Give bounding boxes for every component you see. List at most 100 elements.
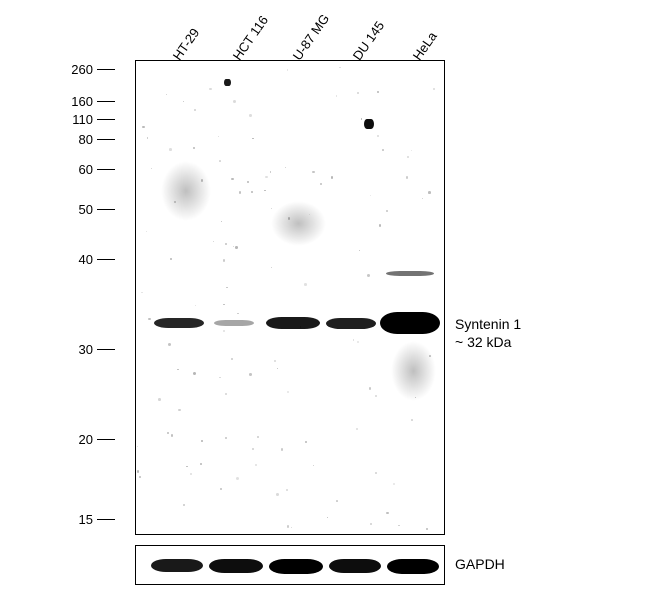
noise-dot (139, 476, 141, 478)
noise-dot (356, 428, 358, 430)
noise-dot (320, 183, 322, 185)
noise-dot (225, 437, 227, 439)
noise-dot (249, 373, 252, 376)
target-band (154, 318, 204, 328)
noise-dot (166, 94, 168, 96)
noise-dot (331, 176, 334, 179)
mw-label: 110 (72, 112, 115, 127)
noise-dot (265, 176, 267, 178)
noise-dot (233, 246, 234, 247)
noise-dot (231, 178, 234, 181)
noise-dot (407, 156, 409, 158)
noise-dot (168, 343, 171, 346)
lane-label: DU 145 (350, 18, 388, 63)
noise-dot (148, 318, 150, 320)
mw-tick (97, 101, 115, 102)
noise-dot (235, 246, 238, 249)
western-blot-figure: HT-29 HCT 116 U-87 MG DU 145 HeLa 260 16… (0, 0, 650, 615)
noise-dot (291, 527, 292, 528)
mw-tick (97, 439, 115, 440)
lane-label: HeLa (410, 29, 440, 63)
noise-dot (183, 504, 185, 506)
mw-label: 60 (79, 162, 115, 177)
noise-dot (167, 432, 169, 434)
noise-dot (398, 525, 399, 526)
mw-value: 40 (79, 252, 93, 267)
noise-dot (285, 167, 287, 169)
noise-dot (430, 325, 433, 328)
gapdh-band (387, 559, 439, 574)
noise-dot (357, 341, 359, 343)
gapdh-band (329, 559, 381, 573)
noise-dot (312, 171, 314, 173)
noise-dot (367, 274, 370, 277)
mw-value: 80 (79, 132, 93, 147)
noise-dot (169, 148, 172, 151)
noise-dot (304, 283, 307, 286)
noise-dot (213, 241, 214, 242)
noise-dot (223, 259, 226, 262)
noise-dot (183, 101, 184, 102)
lane-label: HCT 116 (230, 13, 271, 63)
noise-dot (223, 304, 225, 306)
noise-dot (429, 355, 431, 357)
gapdh-annotation: GAPDH (455, 555, 505, 573)
noise-dot (142, 126, 145, 129)
noise-dot (369, 387, 372, 390)
noise-dot (377, 135, 379, 137)
noise-dot (382, 149, 384, 151)
target-name: Syntenin 1 (455, 315, 521, 333)
mw-label: 30 (79, 342, 115, 357)
noise-dot (218, 136, 219, 137)
noise-dot (141, 292, 142, 293)
noise-dot (147, 137, 148, 138)
noise-dot (379, 224, 382, 227)
noise-dot (353, 339, 355, 341)
main-blot-panel (135, 60, 445, 535)
mw-value: 15 (79, 512, 93, 527)
noise-dot (271, 208, 272, 209)
noise-dot (236, 477, 239, 480)
mw-value: 30 (79, 342, 93, 357)
mw-label: 40 (79, 252, 115, 267)
noise-dot (336, 500, 338, 502)
noise-dot (221, 221, 222, 222)
mw-label: 160 (71, 94, 115, 109)
noise-dot (252, 448, 254, 450)
gapdh-band (269, 559, 323, 574)
noise-dot (201, 440, 203, 442)
noise-dot (186, 466, 188, 468)
mw-tick (97, 139, 115, 140)
noise-dot (361, 118, 363, 120)
noise-dot (415, 397, 416, 398)
noise-dot (220, 488, 222, 490)
noise-dot (257, 436, 259, 438)
noise-dot (270, 171, 271, 172)
noise-dot (287, 525, 290, 528)
noise-dot (252, 138, 253, 139)
blot-spot (364, 119, 374, 129)
mw-value: 110 (72, 112, 93, 127)
noise-dot (170, 258, 172, 260)
noise-dot (428, 191, 431, 194)
noise-dot (247, 181, 249, 183)
noise-dot (193, 147, 195, 149)
target-kda: ~ 32 kDa (455, 333, 521, 351)
noise-dot (209, 88, 212, 91)
gapdh-band (209, 559, 263, 573)
blot-smear (271, 201, 326, 246)
noise-dot (200, 463, 202, 465)
noise-dot (274, 360, 277, 363)
noise-dot (370, 523, 372, 525)
noise-dot (151, 168, 152, 169)
gapdh-band (151, 559, 203, 572)
mw-tick (97, 259, 115, 260)
noise-dot (137, 446, 138, 447)
noise-dot (146, 231, 147, 232)
noise-dot (225, 243, 227, 245)
mw-value: 20 (79, 432, 93, 447)
noise-dot (231, 358, 233, 360)
noise-dot (223, 330, 225, 332)
noise-dot (137, 470, 139, 472)
noise-dot (194, 109, 196, 111)
